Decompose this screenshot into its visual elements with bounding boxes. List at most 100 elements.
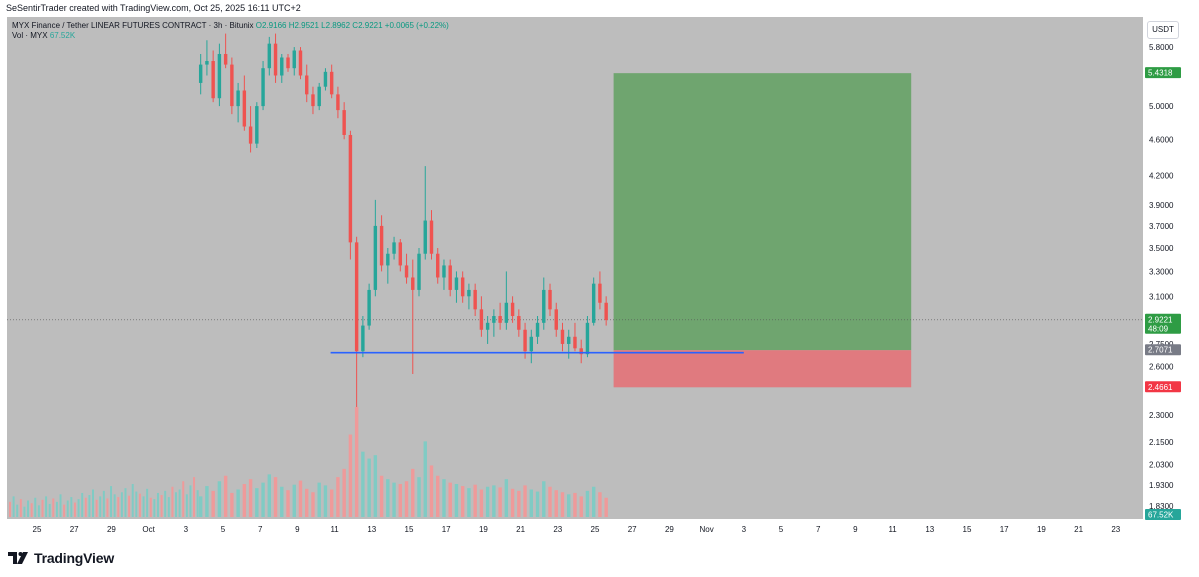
volume-bar: [23, 506, 26, 517]
candle-body: [591, 283, 596, 323]
volume-bar: [55, 501, 58, 517]
volume-bar: [342, 468, 346, 517]
tradingview-logo-icon: [8, 552, 28, 564]
volume-bar: [70, 497, 73, 517]
volume-bar: [261, 482, 265, 517]
volume-bar: [12, 496, 15, 517]
candle-body: [535, 322, 540, 337]
candle-body: [423, 220, 427, 254]
candle-body: [323, 71, 328, 87]
volume-bar: [591, 486, 596, 517]
volume-bar: [523, 485, 527, 517]
date-tick-label: 17: [442, 525, 451, 534]
price-badge: [1145, 381, 1181, 393]
candle-body: [436, 253, 440, 278]
candle-body: [223, 53, 228, 65]
volume-bar: [604, 497, 608, 517]
volume-bar: [535, 491, 540, 517]
volume-bar: [517, 490, 521, 517]
candle-body: [373, 225, 378, 290]
tradingview-logo[interactable]: TradingView: [8, 550, 114, 566]
currency-button[interactable]: USDT: [1147, 21, 1179, 39]
candle-body: [298, 50, 303, 76]
price-tick-label: 4.6000: [1149, 135, 1174, 144]
time-axis: [7, 519, 1143, 537]
volume-bar: [211, 490, 215, 517]
candle-body: [504, 302, 509, 323]
date-tick-label: 5: [779, 525, 784, 534]
candle-body: [598, 283, 602, 303]
volume-bar: [196, 490, 199, 517]
footer: TradingView: [0, 541, 1199, 577]
date-tick-label: 29: [107, 525, 116, 534]
volume-bar: [92, 489, 94, 517]
candle-body: [336, 94, 340, 111]
price-badge: [1145, 344, 1181, 356]
volume-bar: [404, 481, 409, 517]
volume-bar: [217, 481, 222, 517]
date-tick-label: 27: [628, 525, 637, 534]
candle-body: [492, 316, 496, 323]
volume-bar: [30, 503, 33, 517]
volume-bar: [189, 485, 192, 517]
volume-bar: [560, 492, 565, 517]
price-tick-label: 3.3000: [1149, 267, 1174, 276]
candle-body: [404, 265, 409, 278]
volume-bar: [106, 498, 109, 517]
volume-bar: [88, 495, 91, 517]
candle-body: [454, 277, 459, 290]
date-tick-label: 23: [1111, 525, 1120, 534]
volume-bar: [504, 479, 509, 517]
date-tick-label: 11: [330, 525, 339, 534]
candle-body: [529, 336, 534, 352]
volume-bar: [52, 498, 55, 517]
date-tick-label: 15: [963, 525, 972, 534]
date-tick-label: 25: [33, 525, 42, 534]
volume-bar: [529, 489, 534, 517]
volume-bar: [182, 481, 185, 517]
symbol-name: MYX Finance / Tether LINEAR FUTURES CONT…: [12, 21, 254, 30]
volume-bar: [348, 434, 353, 517]
candle-body: [554, 309, 558, 330]
candle-body: [386, 253, 390, 266]
date-tick-label: 3: [742, 525, 747, 534]
candle-body: [498, 316, 502, 323]
date-tick-label: 27: [70, 525, 79, 534]
volume-line: Vol · MYX 67.52K: [12, 31, 449, 41]
volume-bar: [84, 497, 87, 517]
volume-bar: [124, 488, 127, 517]
volume-bar: [454, 484, 459, 517]
volume-bar: [292, 484, 296, 517]
volume-bar: [548, 486, 552, 517]
candle-body: [429, 220, 434, 254]
volume-bar: [417, 477, 421, 517]
chart-legend: MYX Finance / Tether LINEAR FUTURES CONT…: [12, 21, 449, 41]
price-tick-label: 3.9000: [1149, 201, 1174, 210]
volume-bar: [9, 501, 11, 517]
price-badge: [1145, 67, 1181, 79]
volume-bar: [336, 477, 340, 517]
volume-bar: [267, 474, 272, 517]
candle-body: [442, 265, 446, 278]
date-tick-label: 19: [479, 525, 488, 534]
candle-body: [448, 265, 452, 290]
chart-area[interactable]: 5.8000 5.0000 4.6000 4.2000 3.9000 3.7000 3.50…: [7, 17, 1189, 537]
volume-bar: [41, 499, 44, 517]
candle-body: [342, 110, 346, 135]
candle-body: [248, 126, 253, 144]
volume-bar: [361, 451, 365, 517]
candle-body: [311, 94, 315, 107]
volume-bar: [59, 494, 62, 517]
candle-body: [292, 50, 296, 69]
volume-bar: [298, 480, 303, 517]
date-tick-label: Nov: [699, 525, 713, 534]
price-chart[interactable]: 5.8000 5.0000 4.6000 4.2000 3.9000 3.7000 3.50…: [7, 17, 1189, 537]
volume-bar: [255, 488, 259, 517]
volume-bar: [329, 489, 334, 517]
date-tick-label: 13: [367, 525, 376, 534]
volume-bar: [164, 490, 167, 517]
stop-zone: [613, 350, 912, 388]
date-tick-label: 7: [816, 525, 821, 534]
date-tick-label: 23: [553, 525, 562, 534]
price-badge-label: 2.7071: [1148, 346, 1173, 355]
